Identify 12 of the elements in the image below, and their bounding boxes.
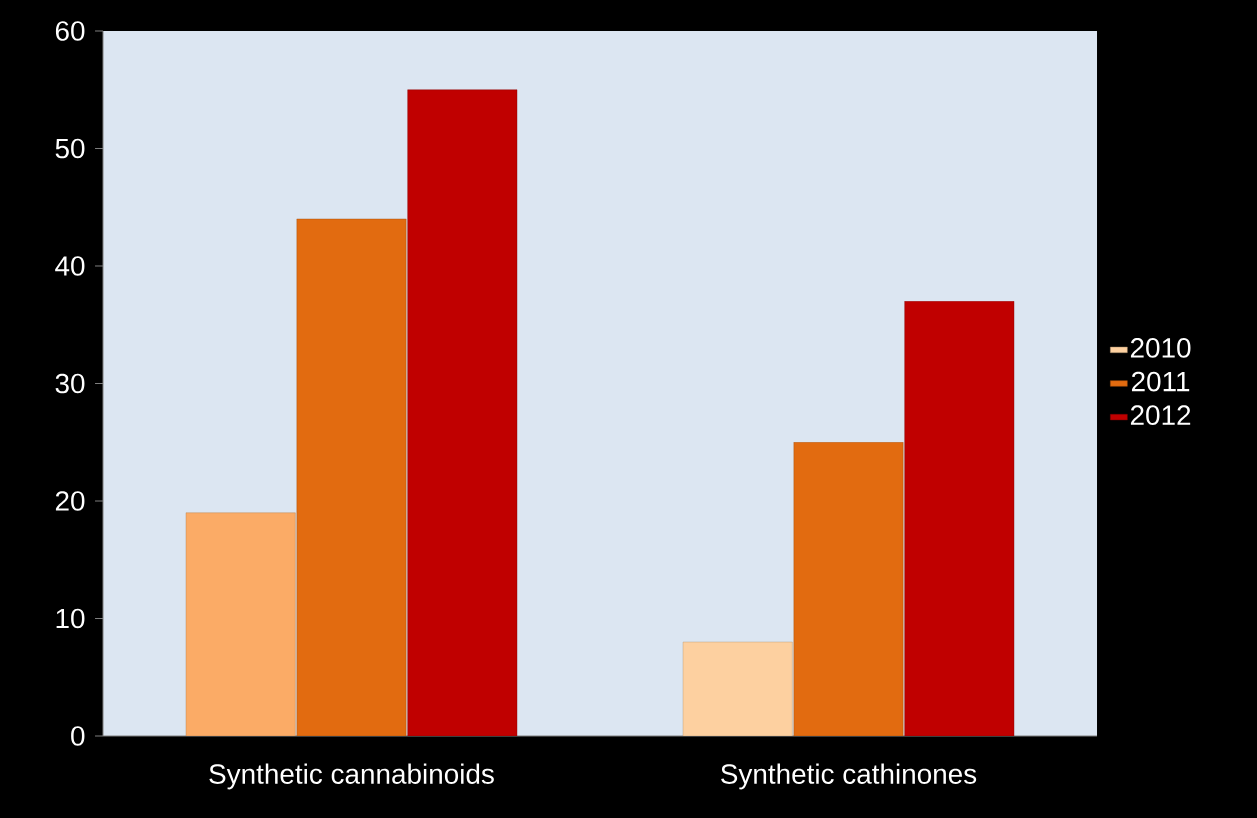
x-tick-label: Synthetic cannabinoids — [209, 763, 494, 790]
legend-label: 2012 — [1130, 405, 1191, 426]
y-tick-label: 10 — [56, 608, 85, 629]
y-tick-label: 30 — [55, 373, 85, 394]
legend-label: 2011 — [1131, 371, 1190, 392]
x-tick-label: Synthetic cathinones — [721, 763, 977, 790]
y-tick-label: 50 — [55, 138, 85, 159]
y-tick-label: 0 — [71, 726, 85, 746]
legend-label: 2010 — [1130, 338, 1191, 358]
y-tick-label: 60 — [55, 21, 85, 41]
y-tick-label: 20 — [55, 491, 85, 511]
y-tick-label: 40 — [55, 256, 85, 276]
